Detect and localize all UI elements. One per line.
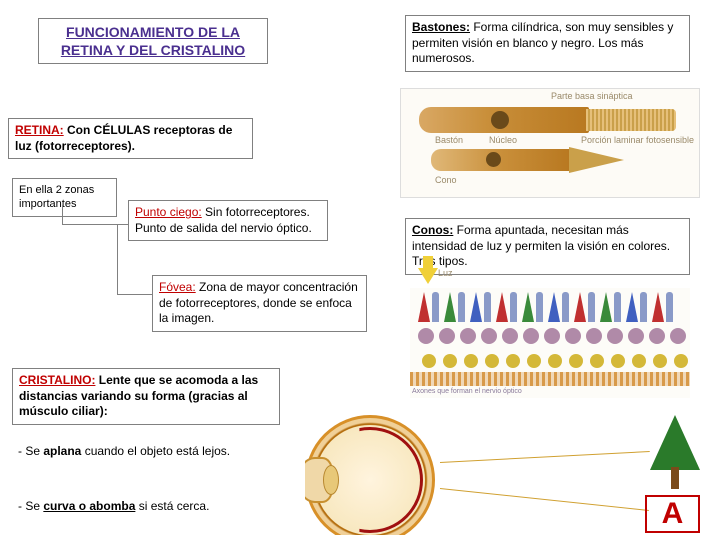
- light-arrow-icon: [418, 268, 438, 284]
- ganglion-cell: [527, 354, 541, 368]
- ganglion-cell: [485, 354, 499, 368]
- label-nervio: Axones que forman el nervio óptico: [412, 388, 522, 395]
- rod-shape: [588, 292, 595, 322]
- punto-ciego-box: Punto ciego: Sin fotorreceptores. Punto …: [128, 200, 328, 241]
- rod-cone-diagram: Parte basa sináptica Bastón Núcleo Porci…: [400, 88, 700, 198]
- fovea-box: Fóvea: Zona de mayor concentración de fo…: [152, 275, 367, 332]
- ganglion-cell: [548, 354, 562, 368]
- punto-ciego-hl: Punto ciego:: [135, 205, 202, 219]
- bipolar-cell: [586, 328, 602, 344]
- cone-shape: [626, 292, 638, 322]
- ganglion-cell: [653, 354, 667, 368]
- label-parte: Parte basa sináptica: [551, 91, 633, 101]
- cone-shape: [522, 292, 534, 322]
- tree-icon: [650, 415, 700, 490]
- ray: [440, 488, 649, 511]
- label-cono: Cono: [435, 175, 457, 185]
- rod-nucleus: [491, 111, 509, 129]
- ganglion-cell: [632, 354, 646, 368]
- retina-cross-section: Axones que forman el nervio óptico: [410, 288, 690, 398]
- cone-shape: [548, 292, 560, 322]
- bastones-box: Bastones: Forma cilíndrica, son muy sens…: [405, 15, 690, 72]
- rod-shape: [432, 292, 439, 322]
- rod-shape: [640, 292, 647, 322]
- connector: [62, 224, 128, 225]
- connector: [117, 294, 152, 295]
- axon-band: [410, 372, 690, 386]
- cone-shape: [600, 292, 612, 322]
- rod-shape: [458, 292, 465, 322]
- cone-tail: [569, 147, 624, 173]
- bipolar-cell: [607, 328, 623, 344]
- lens: [323, 465, 339, 495]
- main-title: FUNCIONAMIENTO DE LA RETINA Y DEL CRISTA…: [38, 18, 268, 64]
- label-baston: Bastón: [435, 135, 463, 145]
- eye-diagram: [305, 415, 435, 535]
- label-nucleo: Núcleo: [489, 135, 517, 145]
- cristalino-heading: CRISTALINO: Lente que se acomoda a las d…: [12, 368, 280, 425]
- bipolar-cell: [649, 328, 665, 344]
- bipolar-cell: [439, 328, 455, 344]
- cone-shape: [470, 292, 482, 322]
- bipolar-cell: [502, 328, 518, 344]
- ganglion-cell: [443, 354, 457, 368]
- zonas-box: En ella 2 zonas importantes: [12, 178, 117, 217]
- cone-shape: [444, 292, 456, 322]
- letter-a-box: A: [645, 495, 700, 533]
- bipolar-cell: [670, 328, 686, 344]
- connector: [62, 205, 63, 225]
- cone-shape: [418, 292, 430, 322]
- ganglion-cell: [590, 354, 604, 368]
- cone-shape: [652, 292, 664, 322]
- bipolar-row: [410, 324, 690, 348]
- ganglion-cell: [422, 354, 436, 368]
- bipolar-cell: [481, 328, 497, 344]
- bipolar-cell: [523, 328, 539, 344]
- bipolar-cell: [628, 328, 644, 344]
- ganglion-cell: [506, 354, 520, 368]
- cone-shape: [574, 292, 586, 322]
- conos-box: Conos: Forma apuntada, necesitan más int…: [405, 218, 690, 275]
- aplana-text: - Se aplana cuando el objeto está lejos.: [12, 440, 280, 464]
- cone-shape: [496, 292, 508, 322]
- conos-hl: Conos:: [412, 223, 453, 237]
- ganglion-cell: [569, 354, 583, 368]
- ganglion-row: [410, 350, 690, 374]
- rod-shape: [614, 292, 621, 322]
- ganglion-cell: [674, 354, 688, 368]
- ganglion-cell: [464, 354, 478, 368]
- curva-text: - Se curva o abomba si está cerca.: [12, 495, 280, 519]
- bipolar-cell: [418, 328, 434, 344]
- rod-shape: [510, 292, 517, 322]
- connector: [117, 225, 118, 295]
- cone-body: [431, 149, 571, 171]
- rod-shape: [666, 292, 673, 322]
- fovea-hl: Fóvea:: [159, 280, 196, 294]
- bastones-hl: Bastones:: [412, 20, 470, 34]
- label-porcion: Porción laminar fotosensible: [581, 135, 694, 145]
- bipolar-cell: [565, 328, 581, 344]
- rod-shape: [536, 292, 543, 322]
- rod-tail: [586, 109, 676, 131]
- bipolar-cell: [544, 328, 560, 344]
- rod-shape: [484, 292, 491, 322]
- retina-heading: RETINA: Con CÉLULAS receptoras de luz (f…: [8, 118, 253, 159]
- light-label: Luz: [438, 268, 453, 278]
- bipolar-cell: [460, 328, 476, 344]
- rod-shape: [562, 292, 569, 322]
- ganglion-cell: [611, 354, 625, 368]
- cone-nucleus: [486, 152, 501, 167]
- ray: [440, 451, 650, 463]
- retina-heading-hl: RETINA:: [15, 123, 64, 137]
- cristalino-hl: CRISTALINO:: [19, 373, 95, 387]
